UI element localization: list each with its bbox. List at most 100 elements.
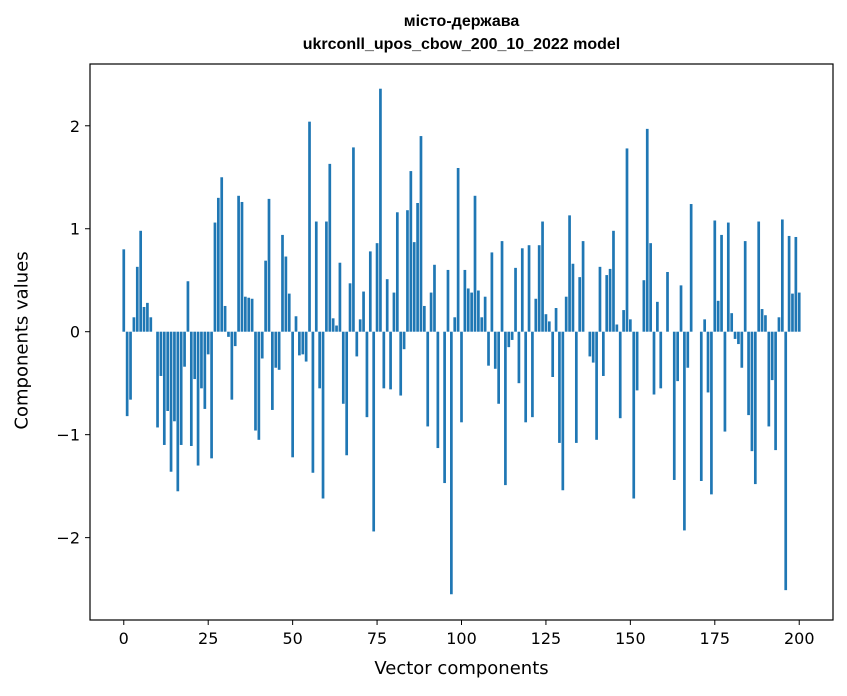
bar — [193, 331, 197, 380]
bar — [713, 220, 717, 332]
bar — [784, 331, 788, 591]
bar — [139, 230, 143, 332]
bar — [612, 230, 615, 332]
bar — [335, 325, 338, 332]
bar — [223, 305, 227, 332]
bar — [146, 302, 149, 332]
bar — [355, 331, 359, 357]
chart-title: місто-держава — [403, 13, 520, 30]
bar — [470, 292, 473, 332]
bar — [544, 314, 548, 332]
bar — [321, 331, 325, 499]
bar — [635, 331, 639, 391]
bar — [216, 197, 220, 332]
bar — [601, 331, 605, 376]
x-axis-label: Vector components — [374, 658, 549, 679]
bar — [338, 262, 342, 332]
bar — [595, 331, 598, 440]
bar — [500, 241, 504, 332]
x-tick-label: 25 — [198, 629, 218, 648]
bar — [389, 331, 392, 390]
bar — [747, 331, 750, 416]
bar — [537, 245, 541, 332]
bar — [683, 331, 686, 531]
bar — [716, 300, 720, 332]
bar — [291, 331, 294, 458]
bar — [720, 234, 723, 332]
bar — [750, 331, 754, 452]
bar — [308, 121, 311, 332]
bar — [162, 331, 166, 445]
bar — [767, 331, 771, 427]
bar — [453, 317, 457, 332]
bar — [159, 331, 163, 376]
bar — [375, 243, 379, 332]
bar — [608, 268, 612, 332]
x-tick-label: 125 — [531, 629, 562, 648]
bar — [325, 221, 328, 332]
bar — [311, 331, 315, 473]
bar — [200, 331, 203, 389]
bar — [426, 331, 430, 427]
bar — [331, 318, 335, 332]
bar — [504, 331, 507, 486]
bar — [672, 331, 676, 480]
bar — [210, 331, 213, 459]
y-axis-label: Components values — [11, 251, 33, 430]
bar — [605, 275, 609, 332]
bar — [399, 331, 403, 396]
bar — [703, 319, 707, 332]
bar — [710, 331, 713, 495]
bar — [561, 331, 565, 491]
bar — [206, 331, 210, 355]
bar — [379, 88, 382, 332]
bar — [348, 283, 352, 332]
bar — [510, 331, 514, 340]
bar — [186, 281, 190, 332]
bar — [237, 195, 240, 332]
bar — [142, 306, 146, 332]
bar — [365, 331, 369, 418]
x-tick-label: 150 — [615, 629, 646, 648]
bar — [666, 271, 669, 332]
bar — [487, 331, 490, 366]
bar — [416, 203, 419, 332]
bar — [534, 298, 538, 332]
x-tick-label: 175 — [700, 629, 731, 648]
bar — [298, 331, 301, 356]
bar — [591, 331, 595, 363]
bar — [254, 331, 257, 431]
bar — [527, 245, 531, 332]
bar — [436, 331, 440, 449]
bar — [652, 331, 656, 395]
bar — [260, 331, 264, 359]
bar — [632, 331, 636, 499]
bar — [726, 222, 730, 332]
bar — [352, 147, 355, 332]
bar — [642, 280, 646, 332]
bar — [517, 331, 521, 384]
bar — [777, 317, 781, 332]
bar — [656, 301, 659, 332]
bar — [173, 331, 176, 422]
bar — [551, 331, 555, 377]
bar — [423, 305, 426, 332]
bar — [433, 264, 436, 332]
bar — [531, 331, 534, 418]
bar — [581, 241, 585, 332]
bar — [287, 293, 291, 332]
bar — [686, 331, 690, 368]
bar — [588, 331, 592, 357]
bar — [267, 198, 271, 332]
bar — [466, 288, 470, 332]
bar — [395, 212, 399, 332]
bar — [676, 331, 679, 382]
bar — [554, 308, 558, 332]
bar — [780, 219, 784, 332]
bar — [760, 309, 764, 332]
bar — [740, 331, 744, 368]
bar — [183, 331, 186, 367]
bar — [541, 221, 544, 332]
bar — [166, 331, 170, 411]
bar — [571, 263, 575, 332]
